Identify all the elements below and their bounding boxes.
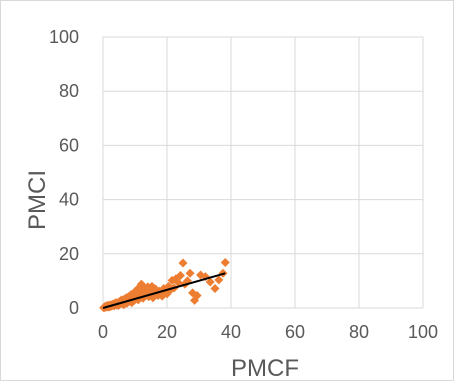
y-tick-label: 80 xyxy=(59,81,79,101)
data-point xyxy=(192,291,202,301)
x-tick-label: 100 xyxy=(408,322,438,342)
data-point xyxy=(210,283,220,293)
y-tick-labels: 0 20 40 60 80 100 xyxy=(49,27,79,318)
data-point xyxy=(205,277,215,287)
y-tick-label: 40 xyxy=(59,190,79,210)
x-tick-labels: 0 20 40 60 80 100 xyxy=(98,322,438,342)
y-tick-label: 100 xyxy=(49,27,79,47)
gridlines xyxy=(102,36,424,309)
y-tick-label: 20 xyxy=(59,244,79,264)
data-point xyxy=(175,270,185,280)
y-axis-title: PMCI xyxy=(24,170,51,230)
x-tick-label: 80 xyxy=(349,322,369,342)
y-tick-label: 60 xyxy=(59,135,79,155)
data-point xyxy=(220,257,230,267)
data-point xyxy=(185,268,195,278)
x-tick-label: 60 xyxy=(285,322,305,342)
data-points xyxy=(99,257,230,313)
y-tick-label: 0 xyxy=(69,298,79,318)
data-point xyxy=(173,278,183,288)
x-tick-label: 0 xyxy=(98,322,108,342)
data-point xyxy=(178,258,188,268)
x-axis-title: PMCF xyxy=(231,355,299,381)
data-point xyxy=(214,275,224,285)
x-tick-label: 20 xyxy=(157,322,177,342)
x-tick-label: 40 xyxy=(221,322,241,342)
trendline xyxy=(102,272,226,309)
